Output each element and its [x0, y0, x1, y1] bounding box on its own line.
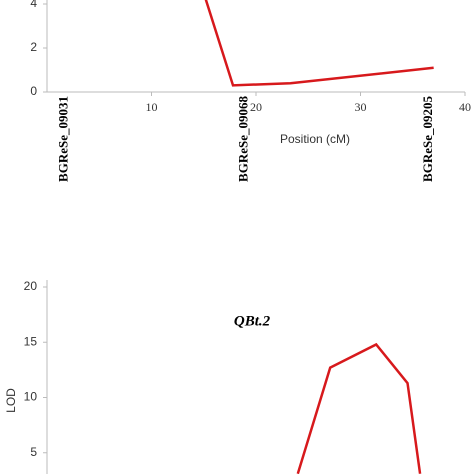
x-tick-label: 20	[250, 100, 262, 114]
y-tick-label: 2	[30, 40, 37, 54]
y-axis-label: LOD	[4, 388, 18, 413]
x-tick-label: 10	[146, 100, 158, 114]
data-line	[204, 0, 434, 87]
marker-label: BGReSe_09205	[420, 96, 435, 182]
y-tick-label: 15	[24, 334, 38, 348]
x-tick-label: 40	[459, 100, 471, 114]
y-tick-label: 4	[30, 0, 37, 10]
marker-label: BGReSe_09031	[56, 96, 71, 182]
marker-label: BGReSe_09068	[235, 96, 250, 182]
x-tick-label: 30	[355, 100, 367, 114]
y-tick-label: 10	[24, 390, 38, 404]
data-line	[296, 342, 422, 474]
y-tick-label: 20	[24, 279, 38, 293]
x-axis-label: Position (cM)	[280, 132, 350, 146]
y-tick-label: 0	[30, 84, 37, 98]
chart-title: QBt.2	[234, 313, 271, 329]
y-tick-label: 5	[30, 445, 37, 459]
